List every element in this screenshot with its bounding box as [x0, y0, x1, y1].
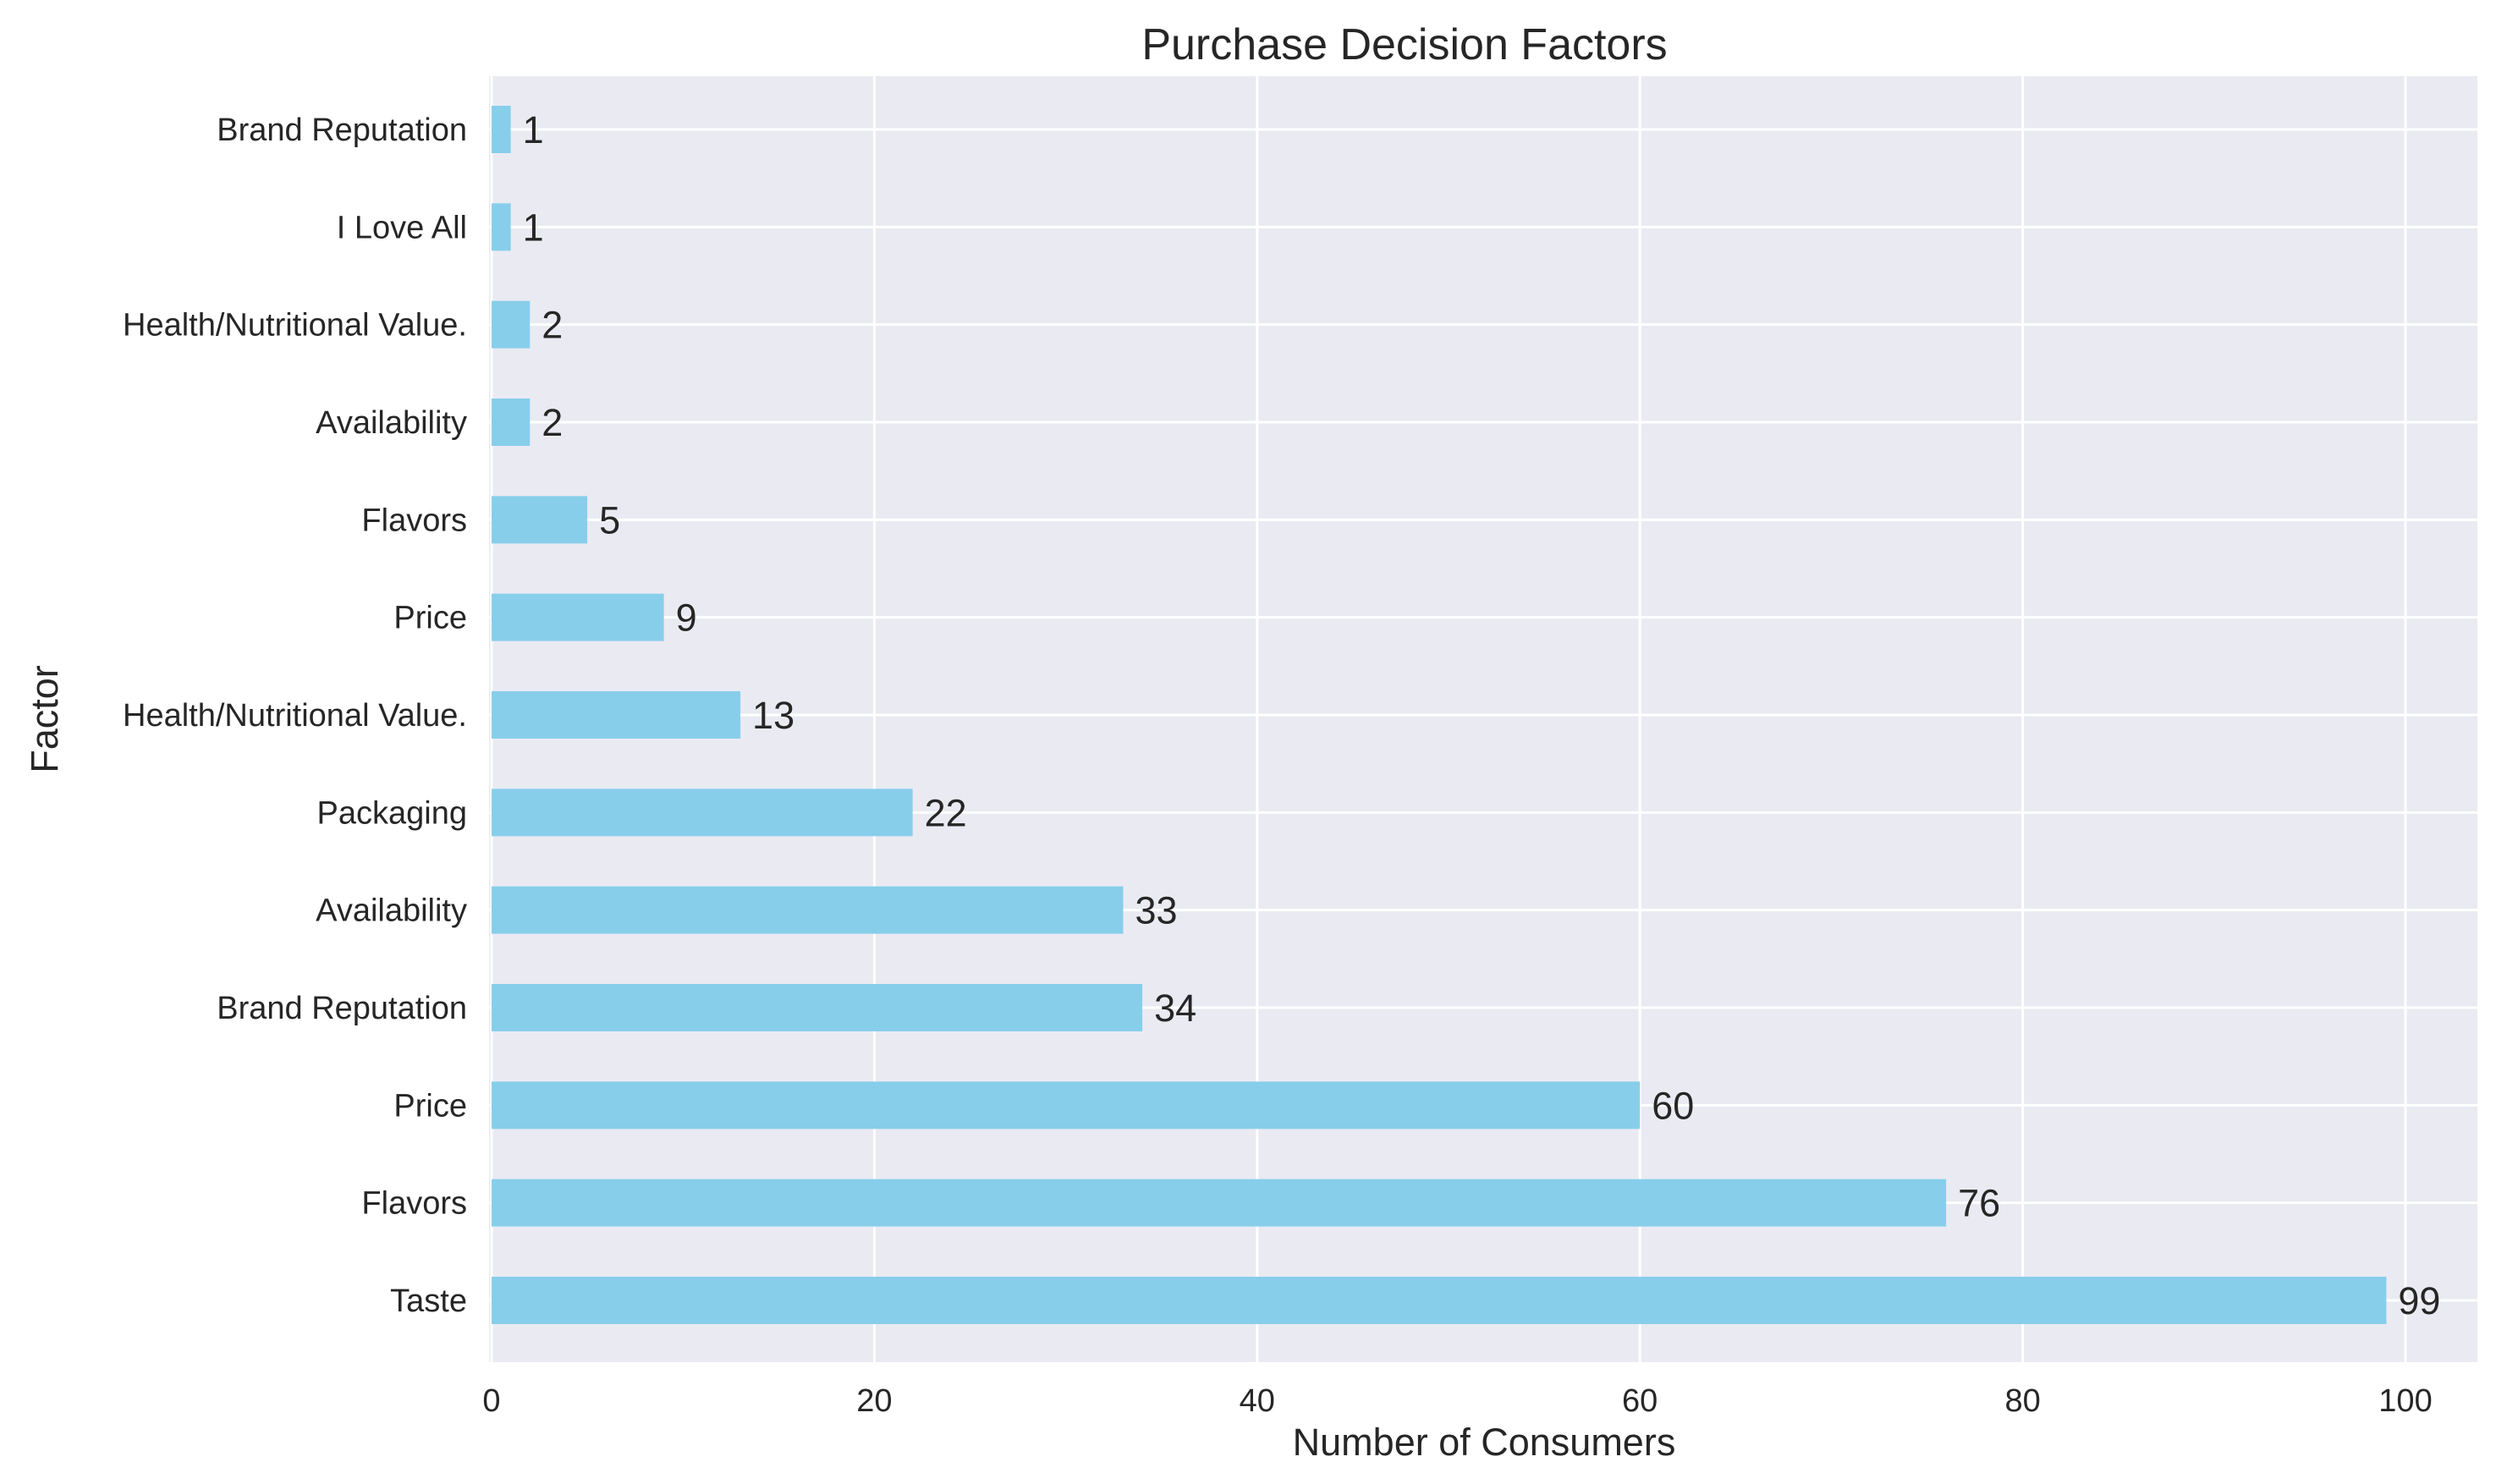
y-tick-label: Price: [393, 601, 467, 636]
bar: [492, 1081, 1641, 1129]
bar: [492, 496, 588, 544]
bar: [492, 1179, 1947, 1227]
bar: [492, 984, 1143, 1031]
y-tick-label: Price: [393, 1088, 467, 1124]
bar-value-label: 2: [542, 304, 563, 347]
y-tick-label: Health/Nutritional Value.: [123, 308, 467, 344]
bar-value-label: 9: [676, 596, 697, 640]
bar: [492, 398, 531, 446]
bar-value-label: 5: [599, 498, 620, 541]
x-tick-label: 60: [1622, 1383, 1658, 1419]
bar-value-label: 33: [1135, 889, 1177, 932]
plot-area: [489, 76, 2477, 1362]
y-tick-label: Flavors: [361, 1186, 467, 1222]
x-axis-label: Number of Consumers: [1293, 1421, 1676, 1464]
bar-value-label: 1: [523, 206, 544, 249]
bar-value-label: 1: [523, 108, 544, 151]
bar: [492, 593, 664, 641]
bar-value-label: 13: [752, 694, 794, 737]
bar: [492, 886, 1124, 934]
bar: [492, 203, 511, 251]
y-tick-label: Health/Nutritional Value.: [123, 698, 467, 734]
x-tick-label: 80: [2004, 1383, 2040, 1419]
x-tick-label: 40: [1240, 1383, 1275, 1419]
x-tick-label: 100: [2378, 1383, 2432, 1419]
bar-value-label: 76: [1958, 1182, 2000, 1225]
bar: [492, 789, 913, 837]
y-tick-label: Availability: [316, 405, 467, 441]
bar-value-label: 60: [1652, 1084, 1694, 1127]
y-axis-label: Factor: [23, 665, 66, 773]
bar-value-label: 2: [542, 401, 563, 444]
y-tick-label: Brand Reputation: [217, 991, 467, 1026]
y-tick-label: Taste: [390, 1283, 467, 1319]
y-tick-label: I Love All: [337, 210, 467, 245]
chart-title: Purchase Decision Factors: [1141, 20, 1667, 69]
bar: [492, 106, 511, 153]
x-tick-label: 20: [856, 1383, 892, 1419]
bar: [492, 300, 531, 349]
y-tick-label: Brand Reputation: [217, 113, 467, 148]
y-tick-label: Packaging: [317, 795, 467, 831]
bar: [492, 1277, 2387, 1324]
x-tick-label: 0: [482, 1383, 500, 1419]
bars: [492, 106, 2387, 1324]
bar-value-label: 22: [925, 791, 967, 834]
y-tick-label: Flavors: [361, 503, 467, 538]
y-tick-labels: Taste Flavors Price Brand Reputation Availab…: [123, 113, 467, 1319]
bar-value-label: 99: [2398, 1279, 2440, 1322]
bar: [492, 691, 741, 739]
bar-value-label: 34: [1154, 987, 1196, 1030]
x-tick-labels: 0 20 40 60 80 100: [482, 1383, 2432, 1419]
y-tick-label: Availability: [316, 893, 467, 929]
